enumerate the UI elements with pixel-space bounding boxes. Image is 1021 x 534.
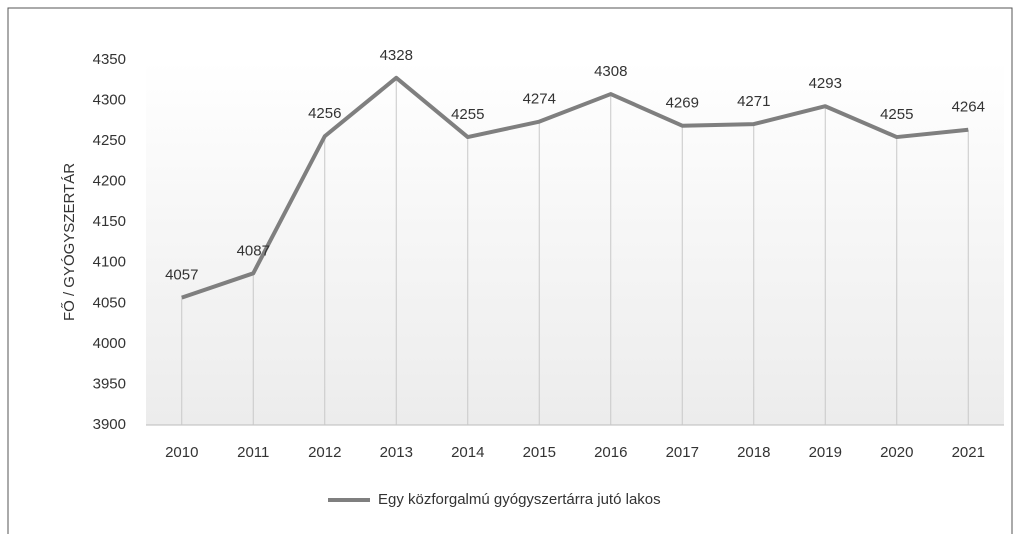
y-tick-label: 4300 [93, 92, 126, 109]
data-label: 4087 [237, 242, 270, 259]
data-label: 4308 [594, 63, 627, 80]
data-label: 4255 [451, 106, 484, 123]
y-tick-label: 4350 [93, 51, 126, 68]
data-label: 4057 [165, 267, 198, 284]
data-label: 4293 [809, 75, 842, 92]
x-tick-label: 2011 [237, 444, 269, 461]
y-tick-label: 4050 [93, 294, 126, 311]
y-axis-label: FŐ / GYÓGYSZERTÁR [61, 163, 78, 321]
x-tick-label: 2019 [809, 444, 842, 461]
x-tick-label: 2021 [952, 444, 985, 461]
series-line [181, 75, 969, 300]
data-label: 4256 [308, 105, 341, 122]
data-label: 4264 [952, 99, 985, 116]
y-tick-label: 4000 [93, 335, 126, 352]
chart-border [7, 7, 1013, 534]
x-tick-label: 2016 [594, 444, 627, 461]
data-label: 4269 [666, 95, 699, 112]
y-tick-label: 3900 [93, 416, 126, 433]
x-tick-label: 2018 [737, 444, 770, 461]
x-tick-label: 2017 [666, 444, 699, 461]
plot-background [146, 60, 1004, 425]
y-tick-label: 4250 [93, 132, 126, 149]
legend-label: Egy közforgalmú gyógyszertárra jutó lako… [378, 491, 661, 508]
data-label: 4328 [380, 47, 413, 64]
x-tick-label: 2013 [380, 444, 413, 461]
x-tick-label: 2010 [165, 444, 198, 461]
y-tick-label: 3950 [93, 375, 126, 392]
x-tick-label: 2020 [880, 444, 913, 461]
x-tick-label: 2014 [451, 444, 484, 461]
data-label: 4274 [523, 91, 556, 108]
x-tick-label: 2015 [523, 444, 556, 461]
data-label: 4271 [737, 93, 770, 110]
y-tick-label: 4150 [93, 213, 126, 230]
x-tick-label: 2012 [308, 444, 341, 461]
data-label: 4255 [880, 106, 913, 123]
y-tick-label: 4100 [93, 254, 126, 271]
y-tick-label: 4200 [93, 173, 126, 190]
